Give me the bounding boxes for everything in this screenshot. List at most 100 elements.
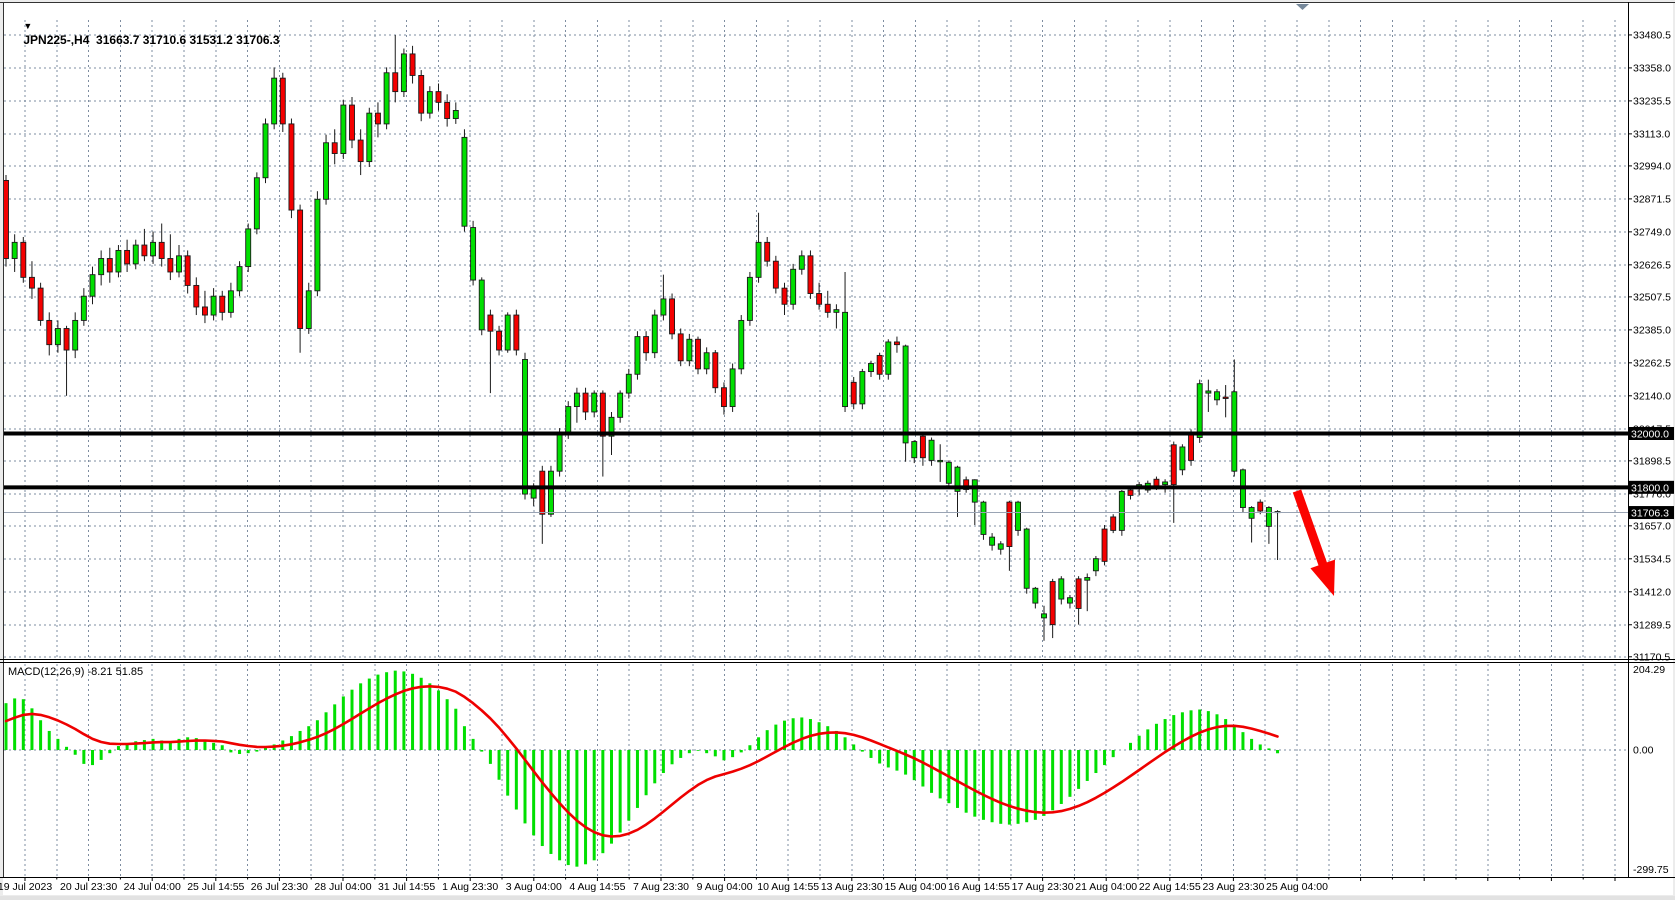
price-tick-label: 32626.5: [1633, 259, 1671, 271]
macd-bar: [826, 726, 830, 750]
candle-body: [279, 77, 286, 125]
candle-body: [245, 228, 252, 268]
macd-bar: [47, 730, 51, 750]
candle-body: [1162, 481, 1169, 486]
date-label: 1 Aug 23:30: [442, 881, 498, 893]
macd-bar: [359, 683, 363, 750]
date-label: 19 Jul 2023: [0, 881, 52, 893]
macd-bar: [1042, 750, 1046, 816]
macd-bar: [1111, 750, 1115, 758]
macd-bar: [1068, 750, 1072, 797]
candle-body: [115, 249, 122, 273]
candle-body: [1205, 390, 1212, 394]
candle-body: [227, 290, 234, 313]
annotations[interactable]: [1292, 4, 1335, 597]
macd-bar: [13, 698, 17, 750]
macd-bar: [385, 672, 389, 750]
candle-body: [1222, 396, 1229, 399]
macd-bar: [264, 747, 267, 750]
macd-bar: [1033, 750, 1037, 820]
macd-bar: [635, 750, 639, 808]
price-tick-label: 31657.0: [1633, 520, 1671, 532]
candle-body: [150, 241, 157, 257]
date-label: 22 Aug 14:55: [1139, 881, 1201, 893]
macd-bar: [514, 750, 518, 810]
date-label: 25 Aug 04:00: [1266, 881, 1328, 893]
macd-bar: [324, 712, 328, 750]
candle-body: [1231, 391, 1238, 472]
macd-bar: [142, 740, 146, 750]
date-label: 10 Aug 14:55: [757, 881, 819, 893]
price-tick-label: 31898.5: [1633, 455, 1671, 467]
macd-bar: [757, 737, 761, 750]
date-label: 16 Aug 14:55: [948, 881, 1010, 893]
macd-bar: [151, 738, 155, 750]
candle-body: [124, 249, 131, 265]
candle-body: [522, 359, 528, 495]
candle-body: [1058, 578, 1065, 600]
symbol-dropdown-icon[interactable]: ▼: [23, 21, 33, 31]
macd-bar: [168, 742, 172, 750]
candle-body: [1257, 501, 1264, 512]
price-tick-label: 31170.5: [1633, 651, 1670, 663]
macd-bar: [428, 683, 432, 750]
macd-bar: [488, 750, 492, 764]
candle-body: [340, 104, 347, 154]
candle-body: [599, 392, 606, 437]
macd-bar: [1007, 750, 1011, 825]
candle-body: [971, 479, 978, 503]
macd-bar: [134, 741, 138, 750]
macd-bar: [1085, 750, 1089, 781]
candle-body: [1179, 446, 1186, 471]
macd-bar: [878, 750, 882, 764]
macd-bar: [445, 699, 449, 750]
candle-body: [167, 258, 174, 273]
candle-body: [271, 77, 278, 125]
candle-body: [928, 439, 935, 461]
price-tick-label: 32994.0: [1633, 160, 1671, 172]
candle-body: [409, 53, 416, 76]
candle-body: [375, 112, 381, 125]
macd-bar: [419, 677, 423, 750]
macd-bar: [860, 750, 864, 752]
chart-shift-marker-icon[interactable]: [1296, 4, 1309, 10]
macd-bar: [454, 708, 458, 750]
candle-body: [1188, 433, 1195, 461]
macd-bar: [393, 670, 397, 750]
candle-body: [72, 319, 79, 351]
macd-bar: [713, 750, 717, 757]
candle-body: [833, 309, 840, 313]
macd-bar: [186, 737, 190, 750]
date-label: 3 Aug 04:00: [506, 881, 562, 893]
macd-bar: [1267, 748, 1271, 750]
candle-body: [1075, 578, 1082, 609]
candle-body: [253, 177, 260, 230]
macd-bar: [895, 750, 899, 771]
candle-body: [305, 290, 312, 329]
date-label: 23 Aug 23:30: [1202, 881, 1264, 893]
level-price-label-box: [1628, 426, 1674, 440]
macd-bar: [912, 750, 916, 781]
macd-bar: [99, 750, 103, 760]
horizontal-support-resistance-lines[interactable]: [4, 431, 1628, 514]
candle-body: [193, 284, 200, 308]
candle-body: [582, 392, 589, 413]
macd-bar: [1137, 735, 1141, 750]
candle-body: [392, 72, 399, 93]
macd-bar: [990, 750, 994, 823]
candle-body: [902, 345, 909, 444]
candle-body: [37, 287, 44, 321]
candle-body: [980, 501, 987, 535]
date-label: 28 Jul 04:00: [314, 881, 371, 893]
candle-body: [89, 274, 96, 297]
candle-body: [1265, 507, 1272, 527]
candle-body: [98, 258, 105, 276]
macd-bar: [765, 730, 769, 750]
macd-bar: [376, 674, 380, 750]
macd-bar: [575, 750, 579, 867]
date-label: 13 Aug 23:30: [821, 881, 883, 893]
candle-body: [3, 179, 9, 259]
macd-bar: [1180, 712, 1184, 750]
trend-arrow-annotation[interactable]: [1292, 489, 1335, 597]
